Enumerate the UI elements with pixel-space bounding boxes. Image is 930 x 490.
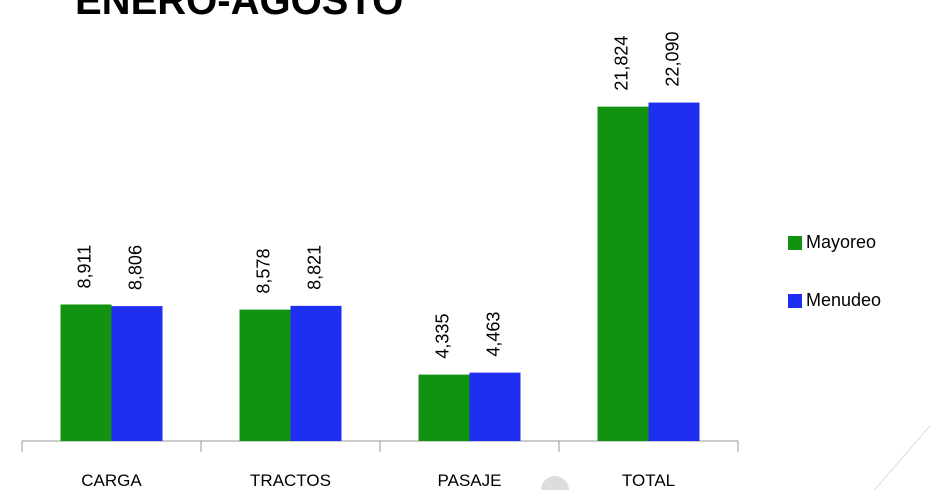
bar [60, 304, 112, 441]
legend-swatch [788, 294, 802, 308]
legend-swatch [788, 236, 802, 250]
legend-label: Menudeo [806, 290, 881, 310]
bar [111, 306, 163, 441]
x-tick-label: TRACTOS [250, 471, 331, 490]
bar [597, 106, 649, 442]
value-label: 8,821 [305, 245, 325, 290]
x-tick-label: CARGA [81, 471, 142, 490]
bar [290, 305, 342, 441]
x-tick-label: PASAJE [438, 471, 502, 490]
decor-line [873, 425, 930, 490]
bar [418, 374, 470, 441]
bar [469, 372, 521, 441]
value-label: 22,090 [663, 32, 683, 87]
bar [648, 102, 700, 441]
bar [239, 309, 291, 441]
value-label: 21,824 [612, 36, 632, 91]
value-label: 8,578 [254, 249, 274, 294]
value-label: 8,806 [126, 245, 146, 290]
x-tick-label: TOTAL [622, 471, 675, 490]
value-label: 4,463 [484, 312, 504, 357]
value-label: 8,911 [75, 245, 95, 289]
chart-title: ENERO-AGOSTO [75, 0, 403, 23]
legend-label: Mayoreo [806, 232, 876, 252]
value-label: 4,335 [433, 314, 453, 359]
decor-circle [541, 476, 569, 490]
